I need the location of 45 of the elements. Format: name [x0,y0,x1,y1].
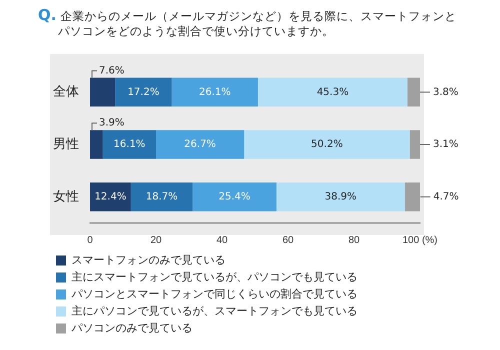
bar [410,130,420,159]
legend-label: スマートフォンのみで見ている [72,254,226,267]
data-label: 16.1% [114,139,146,150]
legend-label: 主にパソコンで見ているが、スマートフォンでも見ている [72,304,358,318]
x-tick-label: 0 [87,234,94,246]
bar [192,182,276,212]
y-tick-label: 男性 [53,136,79,152]
bar [404,182,420,212]
data-label: 3.9% [99,118,124,129]
data-label: 4.7% [433,191,459,202]
y-tick-label: 全体 [53,84,79,99]
data-label: 26.1% [199,86,231,98]
data-label: 50.2% [311,139,343,150]
x-tick-label: 100 (%) [402,234,438,246]
bar [407,78,420,107]
x-tick-label: 60 [282,234,294,246]
bar [90,130,103,159]
bar [90,78,116,107]
bar [130,182,193,212]
legend-label: パソコンとスマートフォンで同じくらいの割合で見ている [70,288,358,301]
bar [102,130,156,159]
chart-title: Q. 企業からのメール（メールマガジンなど）を見る際に、スマートフォンとパソコンをどのような割合で使い分けていますか。 [38,6,458,39]
bar [90,182,131,212]
data-label: 18.7% [146,191,178,202]
x-tick-label: 20 [150,234,162,246]
data-label: 17.2% [128,86,160,98]
legend-label: 主にスマートフォンで見ているが、パソコンでも見ている [72,270,358,284]
data-label: 38.9% [324,191,357,202]
data-label: 7.6% [99,65,124,76]
x-tick-label: 80 [348,234,360,246]
y-tick-label: 女性 [53,188,79,204]
legend-label: パソコンのみで見ている [70,322,192,335]
data-label: 45.3% [316,86,349,98]
data-label: 3.1% [433,139,458,150]
bar [258,78,408,107]
bar [244,130,410,159]
data-label: 12.4% [94,191,126,202]
bar [156,130,244,159]
bar [172,78,258,107]
data-label: 3.8% [433,86,458,98]
bar [276,182,405,212]
data-label: 26.7% [184,139,216,150]
bar [115,78,172,107]
x-tick-label: 40 [216,234,228,246]
data-label: 25.4% [218,191,250,202]
